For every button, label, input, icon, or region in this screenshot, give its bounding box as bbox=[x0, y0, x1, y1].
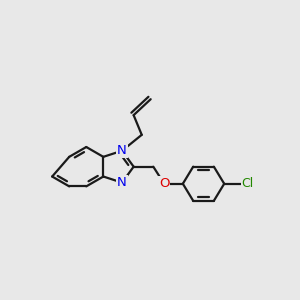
Text: N: N bbox=[117, 176, 127, 189]
Text: Cl: Cl bbox=[242, 177, 254, 190]
Text: O: O bbox=[159, 177, 169, 190]
Text: N: N bbox=[117, 144, 127, 157]
